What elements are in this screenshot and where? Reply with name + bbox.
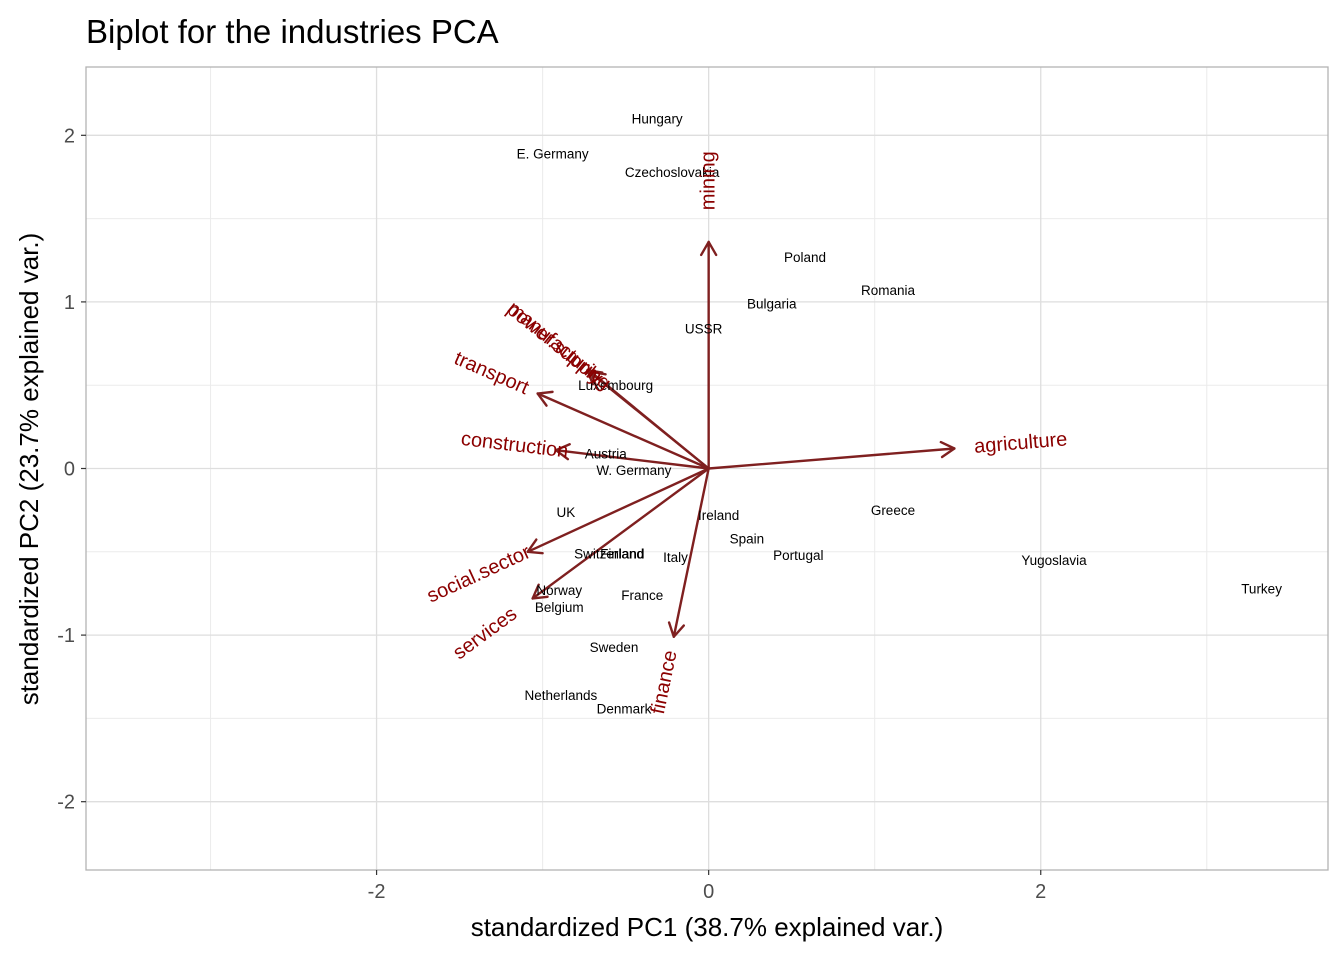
x-axis-title: standardized PC1 (38.7% explained var.) (471, 912, 944, 942)
x-axis-ticks: -2 0 2 (368, 870, 1046, 903)
point-label: Turkey (1241, 581, 1282, 596)
point-label: Czechoslovakia (625, 165, 720, 180)
point-label: Luxembourg (578, 378, 653, 393)
loading-arrow (672, 467, 710, 638)
point-label: Sweden (590, 640, 639, 655)
y-tick-label: 1 (64, 292, 75, 314)
y-tick-label: 0 (64, 459, 75, 481)
x-tick-label: 2 (1035, 881, 1046, 903)
loading-arrowhead (586, 369, 604, 386)
point-label: Denmark (597, 701, 652, 716)
chart-title: Biplot for the industries PCA (86, 13, 499, 50)
point-label: Norway (536, 583, 582, 598)
loading-arrow (531, 467, 710, 600)
point-label: W. Germany (596, 463, 671, 478)
point-label: E. Germany (517, 147, 589, 162)
point-label: Poland (784, 250, 826, 265)
y-tick-label: -2 (57, 792, 75, 814)
loading-arrow (586, 369, 710, 470)
x-tick-label: -2 (368, 881, 386, 903)
y-tick-label: -1 (57, 625, 75, 647)
x-tick-label: 0 (703, 881, 714, 903)
point-label: Spain (730, 531, 765, 546)
point-label: Portugal (773, 548, 823, 563)
y-axis-title: standardized PC2 (23.7% explained var.) (14, 233, 44, 706)
loading-arrow (707, 447, 956, 470)
loading-arrowhead (939, 440, 956, 459)
loading-arrow (536, 392, 710, 470)
point-label: Netherlands (524, 688, 597, 703)
observation-labels: Hungary E. Germany Czechoslovakia Poland Rom… (517, 112, 1283, 717)
loading-arrowhead (526, 538, 544, 555)
point-label: Italy (663, 550, 688, 565)
point-label: Greece (871, 503, 915, 518)
point-label: USSR (685, 322, 723, 337)
loading-arrowhead (554, 443, 571, 461)
loading-arrowhead (531, 583, 549, 600)
point-label: France (621, 588, 663, 603)
point-label: Yugoslavia (1021, 553, 1087, 568)
loading-arrow (526, 467, 710, 553)
point-label: Switzerland (574, 546, 644, 561)
point-label: Finland (600, 546, 644, 561)
loading-arrow (554, 448, 710, 470)
point-label: Bulgaria (747, 297, 797, 312)
loading-arrowhead (667, 621, 685, 638)
point-label: UK (556, 505, 575, 520)
vector-label: mining (698, 151, 720, 210)
loading-vectors (526, 240, 956, 638)
point-label: Romania (861, 283, 916, 298)
point-label: Hungary (632, 112, 683, 127)
y-tick-label: 2 (64, 125, 75, 147)
point-label: Belgium (535, 600, 584, 615)
loading-arrowhead (699, 240, 718, 257)
point-label: Austria (585, 447, 628, 462)
point-label: Ireland (698, 508, 739, 523)
y-axis-ticks: -2 -1 0 1 2 (57, 125, 86, 814)
loading-arrowhead (536, 390, 554, 407)
